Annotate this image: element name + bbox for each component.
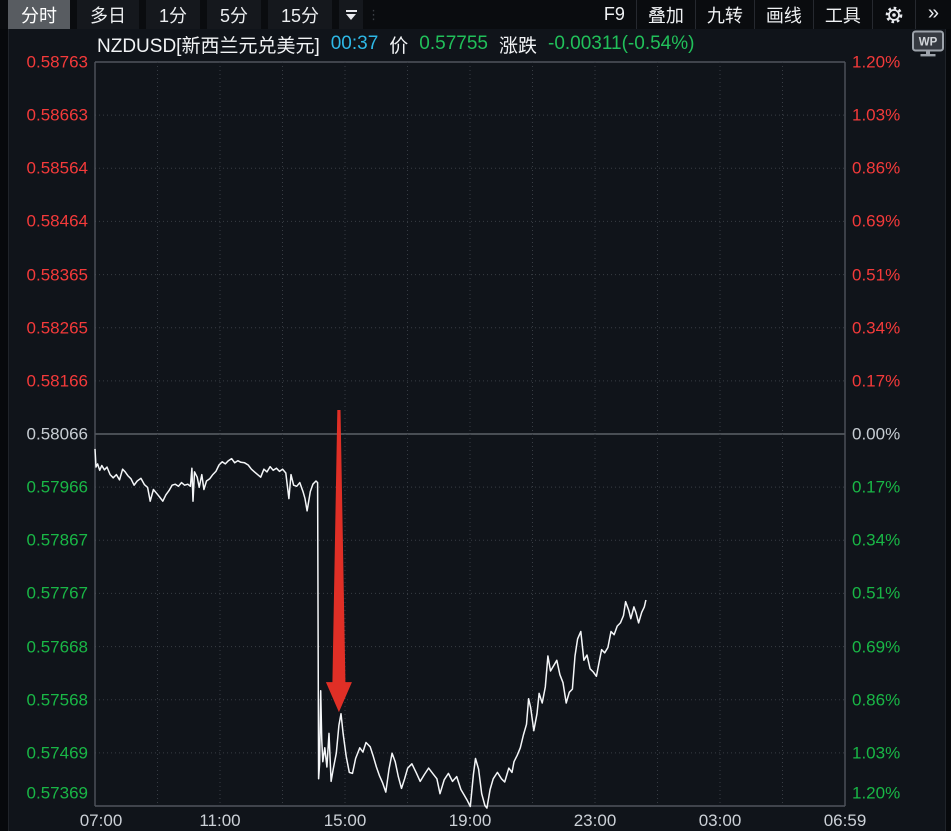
draw-line-button[interactable]: 画线	[753, 0, 813, 29]
wp-watermark-icon: WP	[911, 30, 945, 63]
settings-gear-icon[interactable]	[871, 0, 915, 29]
f9-button[interactable]: F9	[603, 4, 625, 24]
price-axis-label: 0.57767	[26, 583, 88, 603]
price-axis-label: 0.58763	[26, 52, 88, 72]
wp-watermark-text: WP	[919, 37, 938, 49]
percent-axis-label: 0.51%	[852, 583, 901, 603]
tools-button[interactable]: 工具	[812, 0, 872, 29]
gear-icon	[885, 6, 903, 23]
percent-axis-label: 0.69%	[852, 211, 901, 231]
chevron-down-icon	[346, 13, 357, 20]
quote-header: NZDUSD[新西兰元兑美元] 00:37 价 0.57755 涨跌 -0.00…	[97, 31, 694, 57]
toolbar-divider-dots: ⋮	[367, 7, 381, 22]
change-value: -0.00311(-0.54%)	[548, 33, 695, 54]
tab-label: 5分	[220, 5, 249, 26]
nine-turn-button[interactable]: 九转	[694, 0, 754, 29]
price-axis-label: 0.58365	[26, 265, 88, 285]
tab-label: 分时	[21, 5, 57, 26]
percent-axis-label: 0.86%	[852, 158, 901, 178]
price-label: 价	[389, 35, 409, 57]
period-dropdown-icon[interactable]	[339, 0, 364, 29]
price-axis-label: 0.57867	[26, 530, 88, 550]
time-axis-label: 19:00	[448, 811, 492, 830]
left-edge-strip	[0, 29, 9, 831]
percent-axis-label: 1.03%	[852, 743, 901, 763]
time-axis-label: 07:00	[79, 811, 123, 830]
tab-label: 多日	[90, 5, 126, 26]
price-axis-label: 0.58464	[26, 211, 88, 231]
tab-label: 1分	[159, 5, 188, 26]
percent-axis-label: 0.17%	[852, 371, 901, 391]
quote-time: 00:37	[330, 33, 379, 54]
percent-axis-label: 0.17%	[852, 477, 901, 497]
price-axis-label: 0.57568	[26, 690, 88, 710]
dropdown-bar	[345, 9, 357, 12]
right-edge-strip	[945, 29, 951, 831]
tab-fenshi-intraday[interactable]: 分时	[8, 0, 70, 29]
percent-axis-label: 0.86%	[852, 690, 901, 710]
percent-axis-label: 1.03%	[852, 105, 901, 125]
percent-axis-label: 0.51%	[852, 265, 901, 285]
price-axis-label: 0.57966	[26, 477, 88, 497]
price-axis-label: 0.58564	[26, 158, 88, 178]
tab-multiday[interactable]: 多日	[77, 0, 139, 29]
time-axis-label: 06:59	[823, 811, 867, 830]
price-axis-label: 0.58166	[26, 371, 88, 391]
tab-label: 15分	[281, 5, 320, 26]
time-axis-label: 15:00	[323, 811, 367, 830]
price-axis-label: 0.58663	[26, 105, 88, 125]
price-axis-label: 0.57369	[26, 783, 88, 803]
percent-axis-label: 1.20%	[852, 52, 901, 72]
more-chevrons-button[interactable]: »	[914, 0, 951, 29]
time-axis-label: 23:00	[573, 811, 617, 830]
percent-axis-label: 0.34%	[852, 318, 901, 338]
price-axis-label: 0.57469	[26, 743, 88, 763]
percent-axis-label: 0.69%	[852, 637, 901, 657]
time-axis-label: 11:00	[199, 811, 241, 830]
last-price: 0.57755	[419, 33, 488, 54]
price-axis-label: 0.57668	[26, 637, 88, 657]
change-label: 涨跌	[498, 35, 537, 57]
period-toolbar: 分时 多日 1分 5分 15分 ⋮ F9 叠加 九转 画线 工具 »	[0, 0, 951, 29]
tab-15min[interactable]: 15分	[268, 0, 333, 29]
percent-axis-label: 0.34%	[852, 530, 901, 550]
price-axis-label: 0.58265	[26, 318, 88, 338]
price-axis-label: 0.58066	[26, 424, 88, 444]
percent-axis-label: 1.20%	[852, 783, 901, 803]
time-axis-label: 03:00	[698, 811, 742, 830]
percent-axis-label: 0.00%	[852, 424, 901, 444]
overlay-button[interactable]: 叠加	[635, 0, 695, 29]
tab-1min[interactable]: 1分	[146, 0, 201, 29]
chart-plot-area[interactable]	[95, 62, 845, 806]
symbol-name: NZDUSD[新西兰元兑美元]	[97, 35, 320, 57]
tab-5min[interactable]: 5分	[207, 0, 262, 29]
right-toolbar: F9 叠加 九转 画线 工具 »	[593, 0, 951, 29]
